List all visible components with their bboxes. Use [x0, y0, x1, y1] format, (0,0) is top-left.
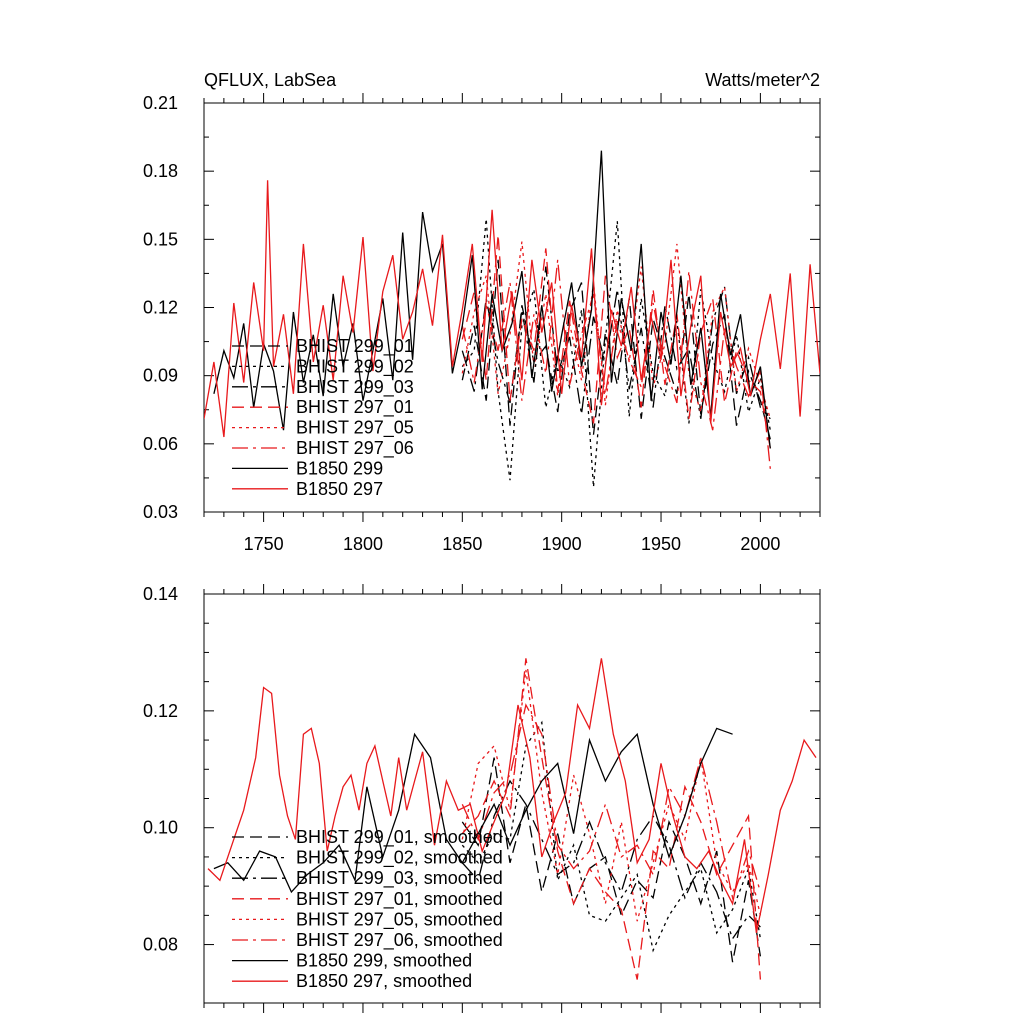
y-tick-label: 0.14 — [143, 584, 178, 604]
y-tick-label: 0.12 — [143, 298, 178, 318]
legend-label: BHIST 297_06 — [296, 438, 414, 459]
legend-label: BHIST 297_06, smoothed — [296, 930, 503, 951]
legend-label: B1850 299, smoothed — [296, 951, 472, 971]
series-line-b1850-299 — [213, 150, 771, 449]
x-tick-label: 1800 — [343, 534, 383, 554]
series-line-bhist-299-02 — [461, 218, 771, 488]
series-line-bhist-297-01 — [461, 234, 771, 449]
series-line-bhist-297-06 — [461, 259, 771, 469]
y-tick-label: 0.10 — [143, 818, 178, 838]
x-tick-label: 2000 — [740, 534, 780, 554]
y-tick-label: 0.09 — [143, 366, 178, 386]
y-tick-label: 0.06 — [143, 434, 178, 454]
bottom-plot-area: 0.08 0.10 0.12 0.14 — [143, 584, 821, 1013]
x-tick-label: 1750 — [244, 534, 284, 554]
series-line-bhist-297-06-smoothed — [461, 703, 762, 901]
y-tick-label: 0.15 — [143, 229, 178, 249]
chart-title-right: Watts/meter^2 — [705, 70, 820, 90]
series-line-b1850-299-smoothed — [213, 727, 733, 894]
legend-label: BHIST 299_02 — [296, 356, 414, 377]
x-tick-label: 1850 — [442, 534, 482, 554]
series-line-bhist-299-03-smoothed — [461, 779, 761, 941]
legend-label: BHIST 299_03 — [296, 377, 414, 398]
y-tick-label: 0.08 — [143, 935, 178, 955]
legend-label: B1850 299 — [296, 458, 383, 478]
legend-label: B1850 297, smoothed — [296, 971, 472, 991]
series-line-b1850-297 — [204, 180, 820, 438]
y-tick-label: 0.03 — [143, 502, 178, 522]
legend-label: BHIST 299_03, smoothed — [296, 868, 503, 889]
legend-label: B1850 297 — [296, 479, 383, 499]
y-tick-label: 0.21 — [143, 93, 178, 113]
chart-bottom-panel: 0.080.100.120.14 BHIST 299_01, smoothedB… — [143, 584, 821, 1013]
legend-label: BHIST 297_01 — [296, 397, 414, 418]
legend-label: BHIST 299_01, smoothed — [296, 827, 503, 848]
top-plot-area: 0.03 0.06 0.09 0.12 0.15 0.18 0.21 1750 1800 1850… — [143, 93, 821, 554]
y-tick-label: 0.18 — [143, 161, 178, 181]
series-line-b1850-297-smoothed — [207, 658, 817, 934]
series-line-bhist-299-02-smoothed — [461, 720, 762, 953]
series-line-bhist-299-01-smoothed — [461, 757, 762, 963]
chart-top-panel: QFLUX, LabSea Watts/meter^2 0.03 0.06 0.09… — [143, 70, 821, 554]
legend-label: BHIST 297_01, smoothed — [296, 889, 503, 910]
series-line-bhist-299-01 — [461, 259, 771, 440]
legend-label: BHIST 299_02, smoothed — [296, 848, 503, 869]
x-tick-label: 1950 — [641, 534, 681, 554]
chart-title-left: QFLUX, LabSea — [204, 70, 337, 90]
legend-label: BHIST 297_05, smoothed — [296, 909, 503, 930]
series-line-bhist-297-05-smoothed — [461, 669, 762, 922]
legend-label: BHIST 299_01 — [296, 336, 414, 357]
x-tick-label: 1900 — [542, 534, 582, 554]
y-tick-label: 0.12 — [143, 701, 178, 721]
legend-label: BHIST 297_05 — [296, 418, 414, 439]
